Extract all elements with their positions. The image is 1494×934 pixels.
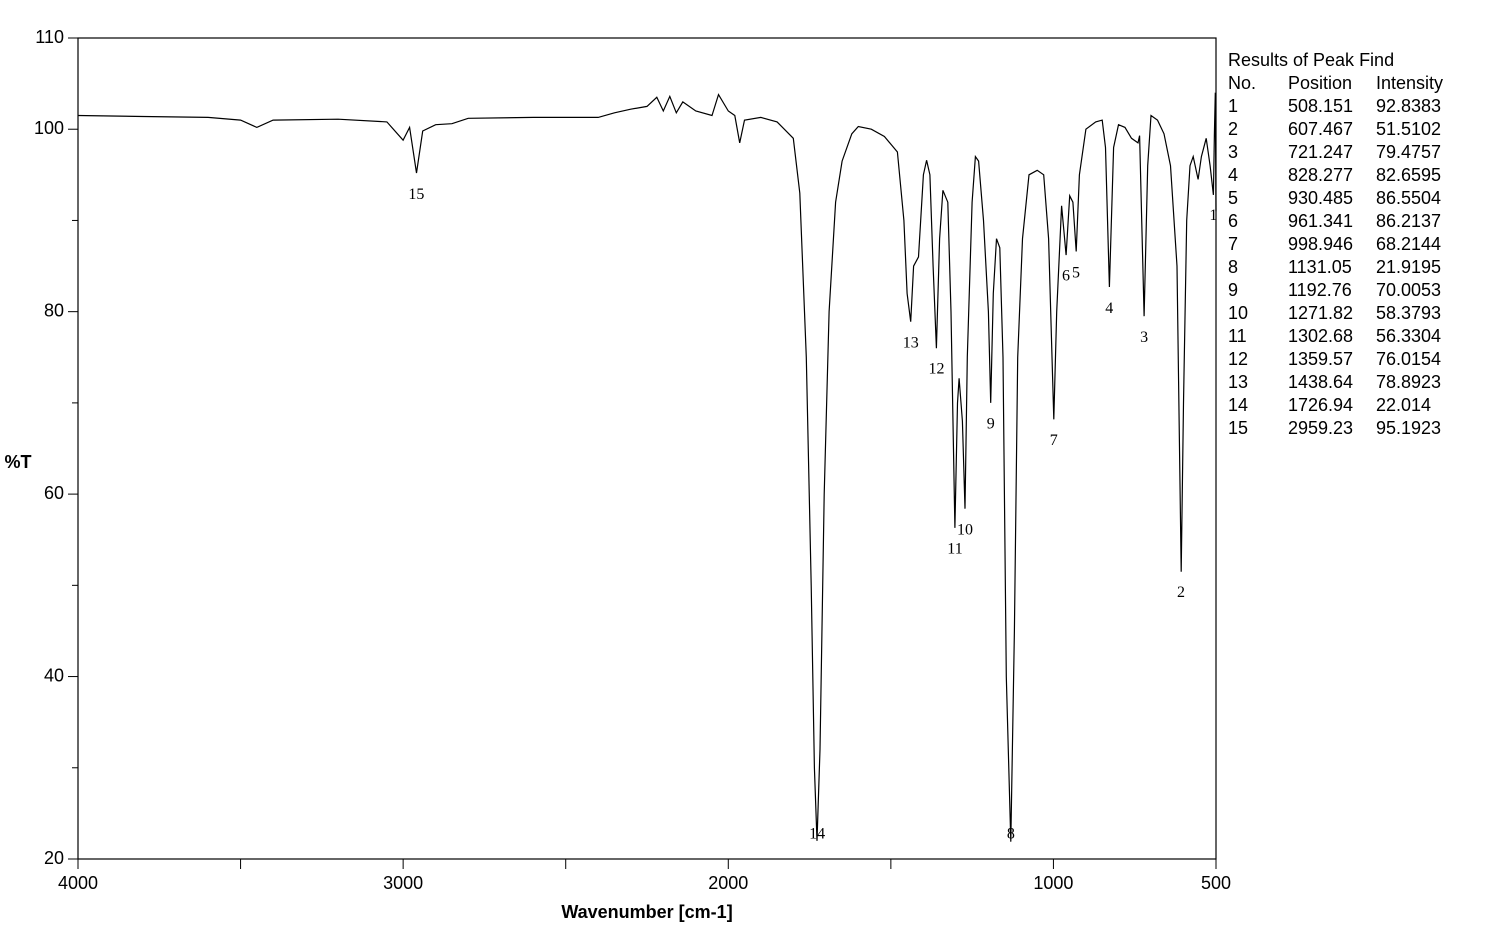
table-cell: 1 bbox=[1228, 96, 1238, 116]
peak-label: 13 bbox=[903, 334, 919, 351]
peak-label: 12 bbox=[929, 361, 945, 378]
table-cell: 1359.57 bbox=[1288, 349, 1353, 369]
y-tick-label: 60 bbox=[44, 483, 64, 503]
peak-label: 1 bbox=[1209, 207, 1217, 224]
peak-label: 9 bbox=[987, 416, 995, 433]
table-cell: 92.8383 bbox=[1376, 96, 1441, 116]
peak-label: 3 bbox=[1140, 329, 1148, 346]
y-tick-label: 100 bbox=[34, 118, 64, 138]
table-cell: 68.2144 bbox=[1376, 234, 1441, 254]
y-axis-label: %T bbox=[5, 452, 32, 472]
table-cell: 1271.82 bbox=[1288, 303, 1353, 323]
table-cell: 5 bbox=[1228, 188, 1238, 208]
table-title: Results of Peak Find bbox=[1228, 50, 1394, 70]
y-tick-label: 80 bbox=[44, 300, 64, 320]
table-cell: 9 bbox=[1228, 280, 1238, 300]
table-cell: 11 bbox=[1228, 326, 1247, 346]
x-tick-label: 1000 bbox=[1033, 873, 1073, 893]
y-tick-label: 110 bbox=[35, 27, 64, 47]
table-cell: 12 bbox=[1228, 349, 1248, 369]
table-cell: 86.5504 bbox=[1376, 188, 1441, 208]
x-tick-label: 500 bbox=[1201, 873, 1231, 893]
table-cell: 4 bbox=[1228, 165, 1238, 185]
table-cell: 961.341 bbox=[1288, 211, 1353, 231]
table-cell: 998.946 bbox=[1288, 234, 1353, 254]
table-header: No. bbox=[1228, 73, 1256, 93]
table-cell: 6 bbox=[1228, 211, 1238, 231]
peak-label: 6 bbox=[1062, 268, 1070, 285]
table-cell: 3 bbox=[1228, 142, 1238, 162]
table-cell: 76.0154 bbox=[1376, 349, 1441, 369]
x-axis-label: Wavenumber [cm-1] bbox=[561, 902, 732, 922]
table-cell: 51.5102 bbox=[1376, 119, 1441, 139]
plot-frame bbox=[77, 37, 1217, 860]
table-cell: 79.4757 bbox=[1376, 142, 1441, 162]
peak-label: 8 bbox=[1007, 826, 1015, 843]
table-cell: 82.6595 bbox=[1376, 165, 1441, 185]
table-cell: 10 bbox=[1228, 303, 1248, 323]
table-cell: 1192.76 bbox=[1288, 280, 1352, 300]
table-header: Intensity bbox=[1376, 73, 1443, 93]
table-cell: 14 bbox=[1228, 395, 1248, 415]
x-tick-label: 2000 bbox=[708, 873, 748, 893]
table-cell: 1438.64 bbox=[1288, 372, 1353, 392]
table-cell: 95.1923 bbox=[1376, 418, 1441, 438]
y-tick-label: 20 bbox=[44, 848, 64, 868]
table-cell: 58.3793 bbox=[1376, 303, 1441, 323]
peak-label: 4 bbox=[1105, 300, 1113, 317]
table-cell: 721.247 bbox=[1288, 142, 1353, 162]
peak-label: 2 bbox=[1177, 584, 1185, 601]
peak-label: 7 bbox=[1050, 432, 1058, 449]
y-tick-label: 40 bbox=[44, 665, 64, 685]
table-header: Position bbox=[1288, 73, 1352, 93]
table-cell: 13 bbox=[1228, 372, 1248, 392]
table-cell: 930.485 bbox=[1288, 188, 1353, 208]
table-cell: 70.0053 bbox=[1376, 280, 1441, 300]
table-cell: 21.9195 bbox=[1376, 257, 1441, 277]
table-cell: 828.277 bbox=[1288, 165, 1353, 185]
table-cell: 7 bbox=[1228, 234, 1238, 254]
table-cell: 1726.94 bbox=[1288, 395, 1353, 415]
table-cell: 78.8923 bbox=[1376, 372, 1441, 392]
table-cell: 22.014 bbox=[1376, 395, 1431, 415]
x-tick-label: 3000 bbox=[383, 873, 423, 893]
table-cell: 15 bbox=[1228, 418, 1248, 438]
table-cell: 56.3304 bbox=[1376, 326, 1441, 346]
table-cell: 8 bbox=[1228, 257, 1238, 277]
table-cell: 2959.23 bbox=[1288, 418, 1353, 438]
table-cell: 1131.05 bbox=[1288, 257, 1352, 277]
table-cell: 607.467 bbox=[1288, 119, 1353, 139]
peak-label: 10 bbox=[957, 522, 973, 539]
peak-label: 15 bbox=[408, 186, 424, 203]
table-cell: 1302.68 bbox=[1288, 326, 1353, 346]
peak-label: 5 bbox=[1072, 265, 1080, 282]
spectrum-line bbox=[77, 92, 1217, 842]
peak-label: 14 bbox=[809, 826, 825, 843]
table-cell: 2 bbox=[1228, 119, 1238, 139]
x-tick-label: 4000 bbox=[58, 873, 98, 893]
table-cell: 508.151 bbox=[1288, 96, 1353, 116]
peak-label: 11 bbox=[947, 540, 962, 557]
table-cell: 86.2137 bbox=[1376, 211, 1441, 231]
